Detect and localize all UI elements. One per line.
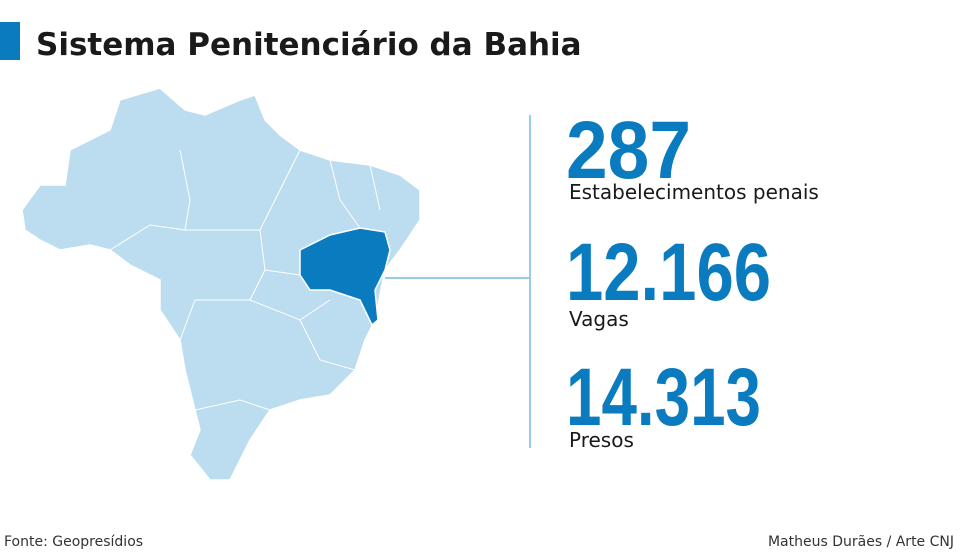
stat-value: 14.313: [566, 352, 761, 443]
stat-value: 287: [566, 105, 691, 196]
stat-label: Presos: [569, 428, 634, 452]
map: [21, 87, 421, 481]
credit: Matheus Durães / Arte CNJ: [768, 534, 954, 550]
state-borders: [109, 149, 381, 411]
source: Fonte: Geopresídios: [4, 534, 143, 550]
stat-value: 12.166: [566, 227, 771, 318]
title-marker: [0, 22, 20, 60]
stat-label: Vagas: [569, 307, 629, 331]
brazil-shape: [21, 87, 421, 481]
stat-label: Estabelecimentos penais: [569, 180, 819, 204]
title: Sistema Penitenciário da Bahia: [36, 27, 582, 63]
bahia-shape: [299, 227, 391, 327]
